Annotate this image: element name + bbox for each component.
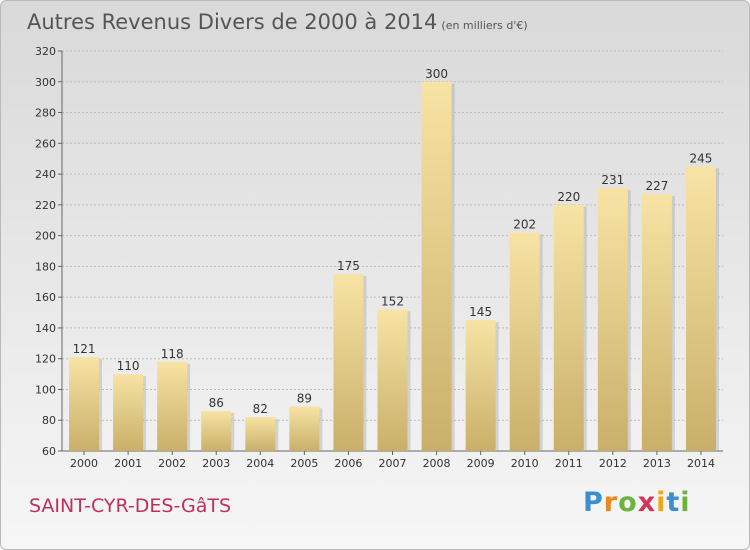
y-tick-label: 240 [35, 168, 56, 181]
proxiti-logo: Proxiti [583, 487, 691, 518]
y-tick-label: 120 [35, 353, 56, 366]
data-label-2008: 300 [425, 67, 448, 81]
x-tick-label-2003: 2003 [202, 457, 230, 470]
bar-2003 [201, 411, 232, 451]
y-tick-label: 320 [35, 45, 56, 58]
y-tick-label: 260 [35, 137, 56, 150]
bar-2012 [597, 187, 628, 451]
data-label-2006: 175 [337, 259, 360, 273]
x-tick-label-2009: 2009 [467, 457, 495, 470]
data-label-2003: 86 [209, 396, 224, 410]
data-label-2007: 152 [381, 294, 404, 308]
data-label-2002: 118 [161, 347, 184, 361]
data-label-2005: 89 [297, 391, 312, 405]
x-tick-label-2005: 2005 [290, 457, 318, 470]
y-tick-label: 300 [35, 76, 56, 89]
bar-2001 [113, 374, 144, 451]
y-tick-label: 160 [35, 291, 56, 304]
y-tick-label: 180 [35, 260, 56, 273]
y-tick-label: 200 [35, 230, 56, 243]
bar-2007 [377, 309, 408, 451]
x-tick-label-2013: 2013 [643, 457, 671, 470]
bar-2010 [509, 232, 540, 451]
bar-layer [69, 81, 719, 452]
data-label-2004: 82 [253, 402, 268, 416]
bar-2004 [245, 417, 276, 451]
data-label-2009: 145 [469, 305, 492, 319]
x-tick-label-2012: 2012 [599, 457, 627, 470]
y-tick-label: 220 [35, 199, 56, 212]
chart-title: Autres Revenus Divers de 2000 à 2014 (en … [27, 10, 528, 34]
chart-title-text: Autres Revenus Divers de 2000 à 2014 [27, 10, 438, 34]
x-tick-label-2007: 2007 [379, 457, 407, 470]
y-tick-label: 80 [42, 414, 56, 427]
bar-2008 [421, 81, 452, 452]
data-label-2000: 121 [73, 342, 96, 356]
bar-2002 [157, 361, 188, 451]
x-tick-label-2008: 2008 [423, 457, 451, 470]
x-tick-label-2000: 2000 [70, 457, 98, 470]
bar-2006 [333, 274, 364, 451]
bar-2011 [553, 204, 584, 451]
bar-2009 [465, 320, 496, 451]
bar-2013 [641, 194, 672, 452]
x-tick-label-2014: 2014 [687, 457, 715, 470]
x-tick-label-2010: 2010 [511, 457, 539, 470]
chart-unit: (en milliers d'€) [441, 19, 528, 32]
data-label-2012: 231 [601, 173, 624, 187]
data-label-2010: 202 [513, 218, 536, 232]
place-name: SAINT-CYR-DES-GâTS [29, 495, 232, 517]
x-tick-label-2011: 2011 [555, 457, 583, 470]
x-tick-label-2006: 2006 [334, 457, 362, 470]
x-tick-label-2001: 2001 [114, 457, 142, 470]
x-tick-label-2002: 2002 [158, 457, 186, 470]
y-tick-label: 100 [35, 383, 56, 396]
y-tick-label: 140 [35, 322, 56, 335]
bar-2014 [685, 166, 716, 451]
x-tick-label-2004: 2004 [246, 457, 274, 470]
y-tick-label: 280 [35, 107, 56, 120]
data-label-2001: 110 [117, 359, 140, 373]
data-label-2014: 245 [690, 151, 713, 165]
y-tick-label: 60 [42, 445, 56, 458]
bar-2000 [69, 357, 100, 451]
bar-2005 [289, 406, 320, 451]
data-label-2011: 220 [557, 190, 580, 204]
data-label-2013: 227 [645, 179, 668, 193]
label-layer: 60 80 100 120 140 160 180 200 220 240 260 280 300 320… [35, 45, 715, 470]
